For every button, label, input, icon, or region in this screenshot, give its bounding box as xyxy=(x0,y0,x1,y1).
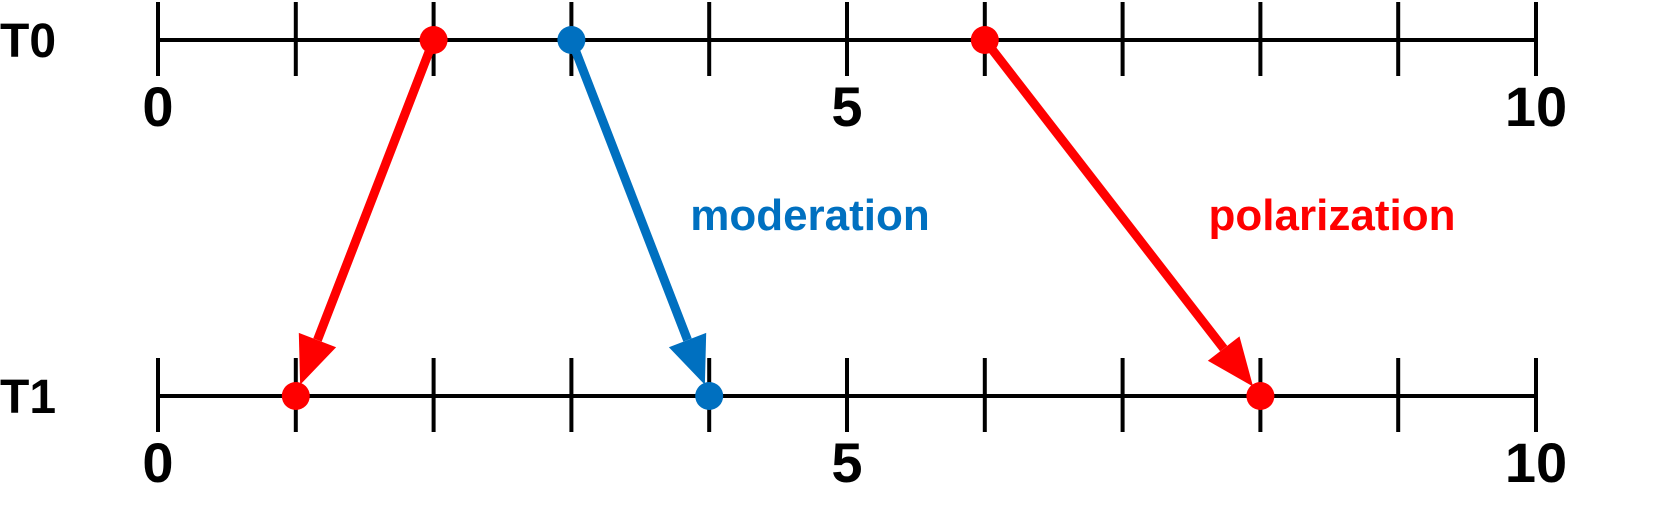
point-t1-polarization xyxy=(281,382,310,410)
timeline-t1: T1 0 5 10 xyxy=(0,358,1567,494)
tick-label: 10 xyxy=(1505,75,1567,138)
point-t1-moderation xyxy=(695,382,724,410)
polarization-label: polarization xyxy=(1209,191,1456,240)
tick-label: 0 xyxy=(142,431,173,494)
tick-label: 10 xyxy=(1505,431,1567,494)
timeline-label: T0 xyxy=(0,15,56,68)
tick-label: 5 xyxy=(831,431,862,494)
arrowhead-polarization xyxy=(1207,336,1254,387)
arrow-moderation xyxy=(567,38,692,342)
arrow-polarization xyxy=(981,37,1228,352)
moderation-label: moderation xyxy=(690,191,930,240)
point-t0-moderation xyxy=(557,26,586,54)
point-t0-polarization xyxy=(970,26,999,54)
arrowhead-moderation xyxy=(668,332,707,385)
tick-label: 0 xyxy=(142,75,173,138)
arrowhead-polarization xyxy=(298,332,337,385)
point-t1-polarization xyxy=(1246,382,1275,410)
point-t0-polarization xyxy=(419,26,448,54)
tick-label: 5 xyxy=(831,75,862,138)
timeline-t0: T0 0 5 10 xyxy=(0,2,1567,138)
arrow-polarization xyxy=(313,38,438,342)
timeline-label: T1 xyxy=(0,371,56,424)
